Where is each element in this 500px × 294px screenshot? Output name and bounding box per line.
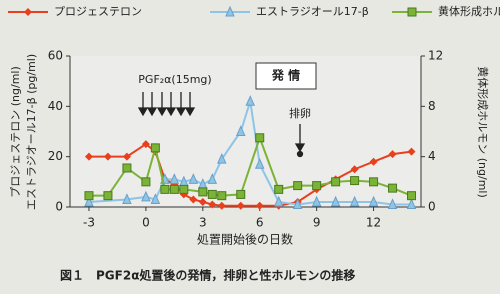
y-axis-label: プロジェステロン (ng/ml) [9,66,22,198]
plot-area [70,56,421,207]
y-tick-label: 20 [48,149,63,163]
marker [198,187,208,197]
marker [388,150,397,159]
marker [311,195,322,207]
marker [255,201,264,210]
annotation: 排卵 [289,106,311,120]
y2-tick-label: 0 [428,200,436,214]
marker [274,184,284,194]
marker [330,195,341,207]
legend-label: プロジェステロン [54,5,142,18]
marker [122,163,132,173]
marker [255,133,265,143]
y2-tick-label: 4 [428,149,436,163]
y-tick-label: 0 [55,200,63,214]
marker [122,193,132,204]
series-line [88,101,412,206]
marker [387,198,398,209]
y-tick-label: 40 [48,99,63,113]
marker [208,200,217,209]
series-line [88,142,412,207]
x-tick-label: 3 [199,216,207,230]
legend-marker [24,8,32,16]
marker [150,143,160,153]
marker [84,191,94,201]
marker [189,195,198,204]
marker [312,181,322,191]
marker [84,152,93,161]
y2-axis-label: 黄体形成ホルモン (ng/ml) [476,66,490,198]
marker [331,177,341,187]
marker [236,201,245,210]
marker [188,173,199,184]
marker [292,198,303,209]
marker [350,176,360,186]
legend-marker [407,7,417,17]
arrows [137,92,306,158]
marker [169,173,180,184]
annotation-box [255,62,317,90]
marker [84,195,94,207]
x-tick-label: 9 [313,216,321,230]
marker [207,173,218,184]
marker [198,197,207,206]
x-tick-label: 0 [142,216,150,230]
marker [207,189,217,199]
legend-label: エストラジオール17-β [256,5,369,18]
y2-tick-label: 8 [428,99,436,113]
marker [103,191,113,201]
marker [369,177,379,187]
marker [169,184,179,194]
marker [235,125,246,136]
marker [388,183,398,193]
marker [254,157,265,169]
marker [273,195,284,207]
marker [217,201,226,210]
marker [160,184,170,194]
caption: 図１ PGF2α処置後の発情，排卵と性ホルモンの推移 [60,268,355,283]
annotation: 発 情 [271,68,300,83]
y2-tick-label: 12 [428,49,443,63]
x-tick-label: -3 [83,216,95,230]
marker [103,152,112,161]
y-axis-label: エストラジオール17-β (pg/ml) [25,54,38,210]
marker [141,140,150,149]
marker [141,177,151,187]
marker [293,181,303,191]
marker [407,191,417,201]
marker [122,152,131,161]
marker [369,157,378,166]
x-axis-label: 処置開始後の日数 [197,232,293,247]
x-tick-label: 12 [366,216,381,230]
marker [217,152,227,164]
x-tick-label: 6 [256,216,264,230]
marker [217,191,227,201]
annotation: PGF₂α(15mg) [138,73,211,86]
legend-label: 黄体形成ホルモン [438,4,500,18]
marker [350,165,359,174]
legend-marker [225,5,235,17]
marker [368,195,379,207]
marker [406,198,417,209]
marker [236,189,246,199]
marker [150,193,161,204]
marker [141,190,151,202]
marker [245,95,256,106]
marker [179,184,189,194]
y-tick-label: 60 [48,49,63,63]
marker [407,147,416,156]
marker [349,195,360,207]
